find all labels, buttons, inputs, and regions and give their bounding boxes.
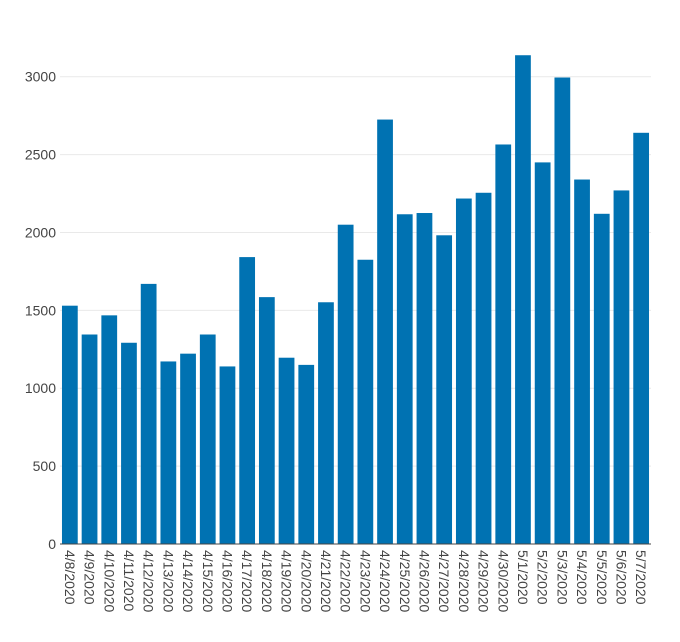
x-tick-label: 5/2/2020 bbox=[535, 550, 551, 605]
x-tick-label: 4/9/2020 bbox=[82, 550, 98, 605]
bar[interactable] bbox=[357, 259, 374, 544]
bar[interactable] bbox=[534, 162, 551, 545]
x-tick-label: 4/28/2020 bbox=[456, 550, 472, 612]
x-tick-label: 4/8/2020 bbox=[62, 550, 78, 605]
x-tick-label: 4/11/2020 bbox=[121, 550, 137, 611]
x-tick-label: 4/14/2020 bbox=[180, 550, 196, 612]
bars bbox=[61, 55, 650, 545]
bar[interactable] bbox=[121, 342, 137, 544]
x-tick-label: 4/30/2020 bbox=[495, 550, 511, 612]
bar[interactable] bbox=[475, 192, 492, 544]
x-tick-label: 4/13/2020 bbox=[160, 550, 176, 612]
x-tick-label: 4/24/2020 bbox=[377, 550, 393, 612]
x-tick-label: 4/25/2020 bbox=[397, 550, 413, 612]
y-tick-label: 500 bbox=[33, 458, 57, 474]
bar[interactable] bbox=[298, 364, 315, 544]
bar[interactable] bbox=[160, 361, 177, 544]
bar[interactable] bbox=[101, 315, 118, 544]
bar[interactable] bbox=[199, 334, 216, 544]
y-tick-label: 0 bbox=[48, 536, 56, 552]
bar[interactable] bbox=[318, 302, 334, 544]
bar[interactable] bbox=[81, 334, 98, 544]
bar[interactable] bbox=[436, 235, 453, 544]
bar[interactable] bbox=[180, 353, 196, 544]
x-tick-label: 5/3/2020 bbox=[554, 550, 570, 605]
bar[interactable] bbox=[219, 366, 236, 544]
bar[interactable] bbox=[574, 179, 590, 544]
bar[interactable] bbox=[593, 213, 610, 544]
bar[interactable] bbox=[416, 213, 433, 545]
y-tick-label: 1500 bbox=[25, 302, 56, 318]
x-tick-label: 4/10/2020 bbox=[101, 550, 117, 612]
bar[interactable] bbox=[554, 77, 571, 545]
bar[interactable] bbox=[337, 224, 354, 545]
x-tick-label: 4/29/2020 bbox=[476, 550, 492, 612]
x-tick-label: 4/16/2020 bbox=[219, 550, 235, 612]
x-tick-label: 4/27/2020 bbox=[436, 550, 452, 612]
x-tick-label: 4/23/2020 bbox=[357, 550, 373, 612]
x-tick-label: 5/6/2020 bbox=[613, 550, 629, 605]
y-tick-label: 2000 bbox=[25, 224, 56, 240]
bar[interactable] bbox=[278, 357, 295, 544]
x-tick-label: 5/7/2020 bbox=[633, 550, 649, 605]
bar[interactable] bbox=[140, 283, 157, 544]
y-tick-label: 2500 bbox=[25, 147, 56, 163]
y-tick-label: 3000 bbox=[25, 69, 56, 85]
y-gridlines bbox=[60, 76, 651, 467]
bar[interactable] bbox=[495, 144, 512, 544]
x-tick-label: 4/19/2020 bbox=[279, 550, 295, 612]
x-tick-label: 4/12/2020 bbox=[141, 550, 157, 612]
x-tick-label: 5/5/2020 bbox=[594, 550, 610, 605]
bar[interactable] bbox=[633, 132, 650, 545]
x-tick-label: 4/20/2020 bbox=[298, 550, 314, 612]
x-tick-label: 4/18/2020 bbox=[259, 550, 275, 612]
x-tick-label: 4/21/2020 bbox=[318, 550, 334, 612]
bar[interactable] bbox=[515, 55, 531, 544]
x-tick-label: 4/22/2020 bbox=[338, 550, 354, 612]
bar[interactable] bbox=[396, 214, 413, 544]
bar[interactable] bbox=[613, 190, 630, 544]
bar[interactable] bbox=[258, 297, 275, 544]
x-tick-labels: 4/8/2020 4/9/2020 4/10/2020 4/11/2020 4/12/2… bbox=[62, 550, 649, 612]
x-tick-label: 5/4/2020 bbox=[574, 550, 590, 605]
x-tick-label: 4/17/2020 bbox=[239, 550, 255, 612]
bar[interactable] bbox=[61, 305, 78, 544]
x-tick-label: 5/1/2020 bbox=[515, 550, 531, 605]
y-tick-label: 1000 bbox=[25, 380, 56, 396]
x-tick-label: 4/15/2020 bbox=[200, 550, 216, 612]
bar[interactable] bbox=[239, 257, 256, 544]
y-tick-labels: 0 500 1000 1500 2000 2500 3000 bbox=[25, 69, 56, 552]
bar[interactable] bbox=[377, 119, 393, 544]
x-tick-label: 4/26/2020 bbox=[416, 550, 432, 612]
bar[interactable] bbox=[455, 198, 472, 544]
